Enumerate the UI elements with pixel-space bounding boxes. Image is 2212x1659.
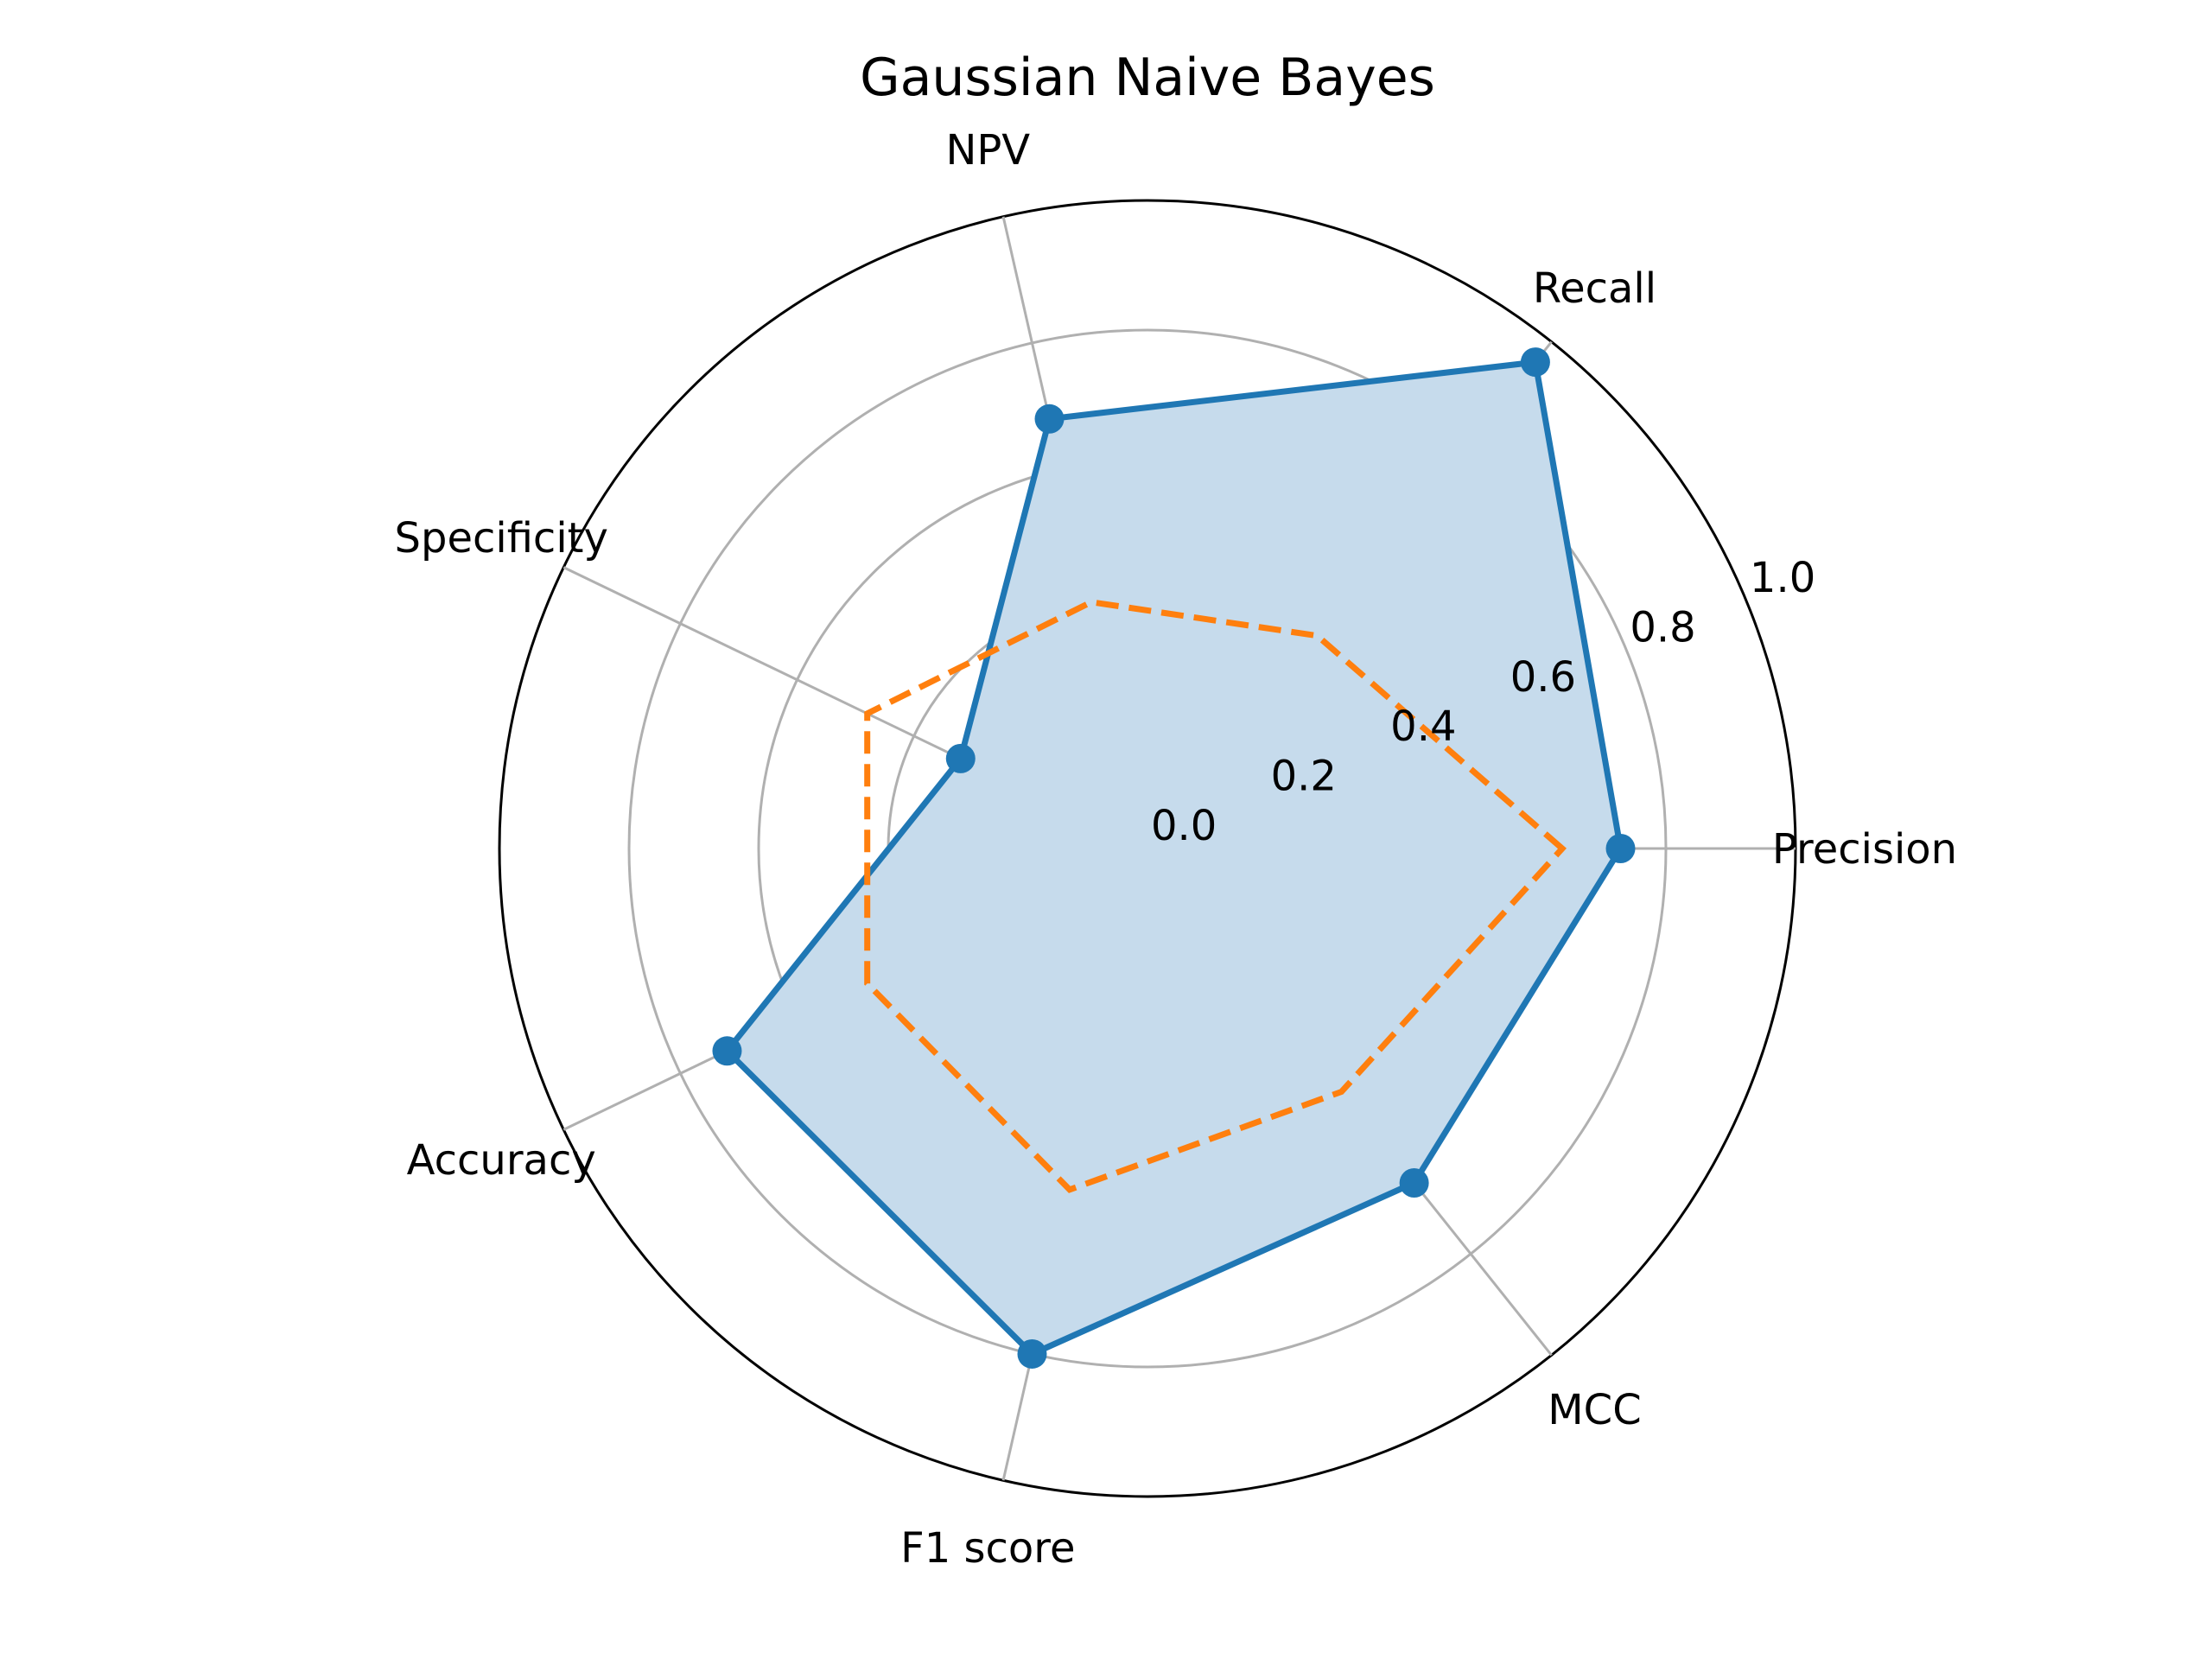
series-0-line bbox=[724, 359, 1624, 1357]
r-tick-label: 0.0 bbox=[1151, 802, 1217, 850]
r-tick-label: 0.8 bbox=[1630, 603, 1695, 652]
series-0-point bbox=[1520, 347, 1550, 378]
series-0-point bbox=[1605, 834, 1636, 863]
r-tick-label: 0.2 bbox=[1271, 753, 1337, 801]
chart-title: Gaussian Naive Bayes bbox=[860, 48, 1435, 108]
series-0-area bbox=[727, 362, 1621, 1355]
series-layer bbox=[712, 347, 1636, 1369]
category-label: Recall bbox=[1533, 264, 1656, 313]
series-0-point bbox=[1017, 1338, 1047, 1369]
r-tick-label: 1.0 bbox=[1750, 554, 1815, 602]
series-0-point bbox=[712, 1036, 742, 1066]
category-label: NPV bbox=[945, 126, 1030, 175]
r-tick-label: 0.4 bbox=[1390, 702, 1456, 751]
series-0-point bbox=[1399, 1168, 1429, 1198]
axis-labels: 0.0 0.2 0.4 0.6 0.8 1.0 Precision Recall NPV Spec… bbox=[395, 126, 1958, 1573]
series-0-point bbox=[1034, 404, 1065, 434]
category-label: Accuracy bbox=[407, 1136, 596, 1185]
category-label: Specificity bbox=[395, 514, 608, 563]
series-0-point bbox=[945, 743, 976, 773]
category-label: F1 score bbox=[900, 1524, 1075, 1573]
category-label: Precision bbox=[1772, 825, 1957, 874]
series-1-line bbox=[864, 599, 1567, 1193]
category-label: MCC bbox=[1548, 1386, 1641, 1434]
r-tick-label: 0.6 bbox=[1510, 653, 1576, 702]
